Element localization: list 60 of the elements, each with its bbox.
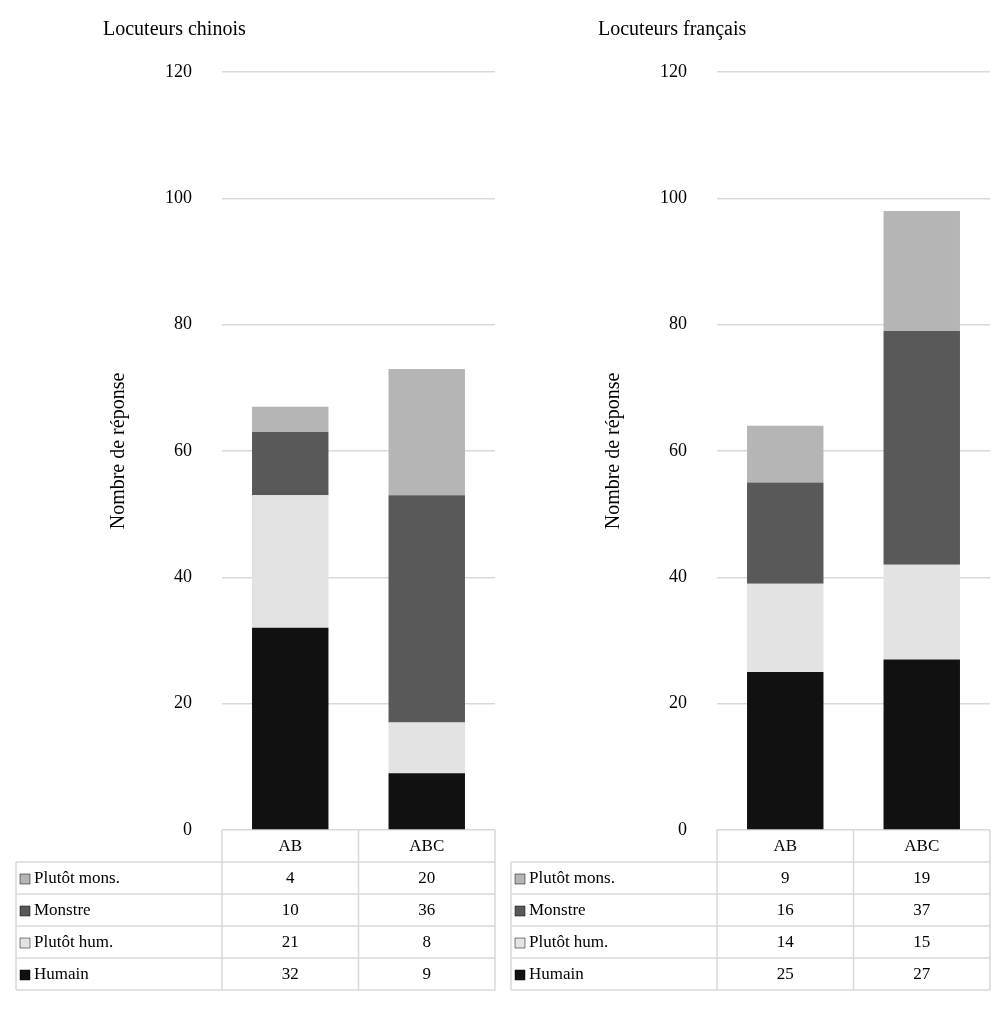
y-tick-label: 40 bbox=[669, 566, 687, 587]
y-tick-label: 0 bbox=[678, 818, 687, 839]
legend-label: Monstre bbox=[529, 900, 586, 920]
data-label: 27 bbox=[913, 964, 931, 984]
bar bbox=[252, 432, 329, 496]
y-axis-title: Nombre de réponse bbox=[106, 372, 130, 530]
data-label: 21 bbox=[281, 932, 299, 952]
data-label: 10 bbox=[281, 900, 299, 920]
y-tick-label: 100 bbox=[165, 187, 192, 208]
y-tick-label: 60 bbox=[174, 439, 192, 460]
data-label: 14 bbox=[776, 932, 795, 952]
chart-title: Locuteurs chinois bbox=[103, 17, 246, 40]
data-label: 32 bbox=[281, 964, 299, 984]
y-tick-label: 0 bbox=[183, 818, 192, 839]
legend-label: Humain bbox=[529, 964, 585, 984]
x-tick-label: AB bbox=[773, 836, 798, 856]
data-label: 20 bbox=[418, 868, 436, 888]
data-label: 37 bbox=[913, 900, 931, 920]
legend-label: Plutôt mons. bbox=[34, 868, 120, 888]
bar bbox=[388, 368, 465, 496]
y-tick-label: 20 bbox=[174, 692, 192, 713]
data-label: 4 bbox=[286, 868, 295, 888]
chart-title: Locuteurs français bbox=[598, 17, 747, 41]
bar bbox=[747, 672, 824, 830]
bar bbox=[252, 406, 329, 433]
legend-label: Monstre bbox=[34, 900, 91, 920]
legend-label: Plutôt hum. bbox=[529, 932, 609, 952]
y-axis-title: Nombre de réponse bbox=[601, 372, 625, 530]
bar bbox=[747, 425, 824, 483]
y-tick-label: 80 bbox=[669, 313, 687, 334]
data-label: 19 bbox=[913, 868, 931, 888]
data-label: 25 bbox=[776, 964, 794, 984]
y-tick-label: 20 bbox=[669, 692, 687, 713]
legend-label: Plutôt hum. bbox=[34, 932, 114, 952]
bar bbox=[883, 210, 960, 331]
data-label: 16 bbox=[776, 900, 794, 920]
data-label: 9 bbox=[422, 964, 431, 984]
data-label: 8 bbox=[422, 932, 431, 952]
bar bbox=[252, 627, 329, 830]
data-label: 36 bbox=[418, 900, 436, 920]
bar bbox=[388, 722, 465, 774]
bar bbox=[883, 330, 960, 565]
bar bbox=[388, 495, 465, 723]
bar bbox=[747, 583, 824, 673]
x-tick-label: ABC bbox=[904, 836, 940, 856]
legend-label: Plutôt mons. bbox=[529, 868, 615, 888]
y-tick-label: 60 bbox=[669, 439, 687, 460]
bar bbox=[388, 773, 465, 830]
bar bbox=[883, 659, 960, 830]
data-label: 9 bbox=[781, 868, 790, 888]
data-label: 15 bbox=[913, 932, 931, 952]
y-tick-label: 100 bbox=[660, 187, 687, 208]
y-tick-label: 120 bbox=[165, 60, 192, 81]
y-tick-label: 120 bbox=[660, 60, 687, 81]
bar bbox=[747, 482, 824, 584]
legend-label: Humain bbox=[34, 964, 90, 984]
x-tick-label: AB bbox=[278, 836, 303, 856]
y-tick-label: 80 bbox=[174, 313, 192, 334]
y-tick-label: 40 bbox=[174, 566, 192, 587]
x-tick-label: ABC bbox=[409, 836, 445, 856]
